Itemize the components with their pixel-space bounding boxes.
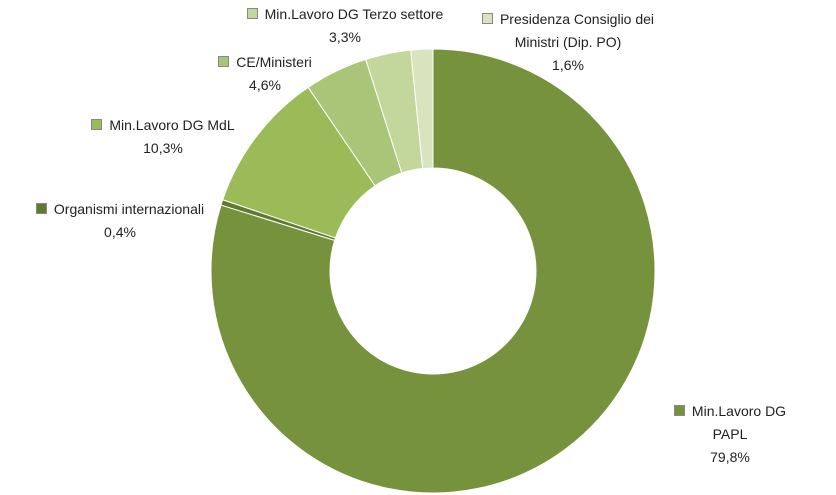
legend-swatch bbox=[673, 405, 685, 416]
value-label: 1,6% bbox=[552, 57, 584, 73]
value-label: 79,8% bbox=[710, 449, 750, 465]
data-label: Organismi internazionali 0,4% bbox=[10, 198, 230, 244]
data-label: Min.Lavoro DG Terzo settore 3,3% bbox=[220, 3, 470, 49]
category-label: Min.Lavoro DG Terzo settore bbox=[264, 6, 444, 22]
legend-swatch bbox=[481, 13, 493, 24]
category-label: Min.Lavoro DG MdL bbox=[109, 117, 235, 133]
value-label: 0,4% bbox=[104, 224, 136, 240]
legend-swatch bbox=[246, 8, 258, 19]
legend-swatch bbox=[218, 56, 230, 67]
data-label: Min.Lavoro DG PAPL 79,8% bbox=[655, 400, 805, 469]
donut-slice bbox=[410, 48, 434, 170]
category-label: CE/Ministeri bbox=[236, 54, 312, 70]
category-label: Min.Lavoro DG PAPL bbox=[691, 403, 787, 442]
category-label: Presidenza Consiglio dei Ministri (Dip. … bbox=[499, 11, 655, 50]
legend-swatch bbox=[91, 119, 103, 130]
data-label: Presidenza Consiglio dei Ministri (Dip. … bbox=[468, 8, 668, 77]
category-label: Organismi internazionali bbox=[53, 201, 205, 217]
data-label: CE/Ministeri 4,6% bbox=[200, 51, 330, 97]
value-label: 4,6% bbox=[249, 77, 281, 93]
value-label: 3,3% bbox=[329, 29, 361, 45]
donut-slice bbox=[210, 48, 656, 494]
legend-swatch bbox=[35, 203, 47, 214]
value-label: 10,3% bbox=[143, 140, 183, 156]
data-label: Min.Lavoro DG MdL 10,3% bbox=[68, 114, 258, 160]
